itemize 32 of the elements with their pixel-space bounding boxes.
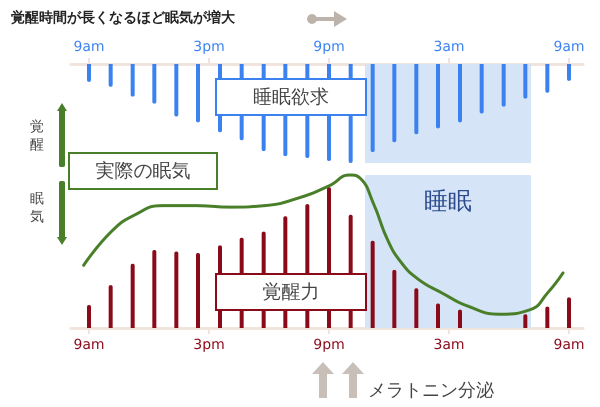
bar [414,288,418,328]
text: 覚醒 [30,118,45,154]
bar [196,253,200,328]
bar [567,297,571,328]
text: 眠気 [30,190,45,226]
series-label: 覚醒力 [262,280,320,304]
series-label: 実際の眠気 [94,159,192,183]
x-tick-label: 3am [433,39,465,55]
bar [392,270,396,328]
x-tick-label: 9am [73,39,105,55]
x-tick-label: 9am [553,337,585,353]
bar [152,250,156,328]
x-tick-label: 3pm [193,337,225,353]
x-tick-label: 3am [433,337,465,353]
bar [523,314,528,328]
chart-title: 覚醒時間が長くなるほど眠気が増大 [11,9,236,26]
x-tick-label: 3pm [193,39,225,55]
bar [370,240,375,328]
bar [436,304,440,328]
bar [87,305,91,328]
x-tick-label: 9pm [313,337,345,353]
bar [108,285,113,328]
bar [458,310,462,328]
band-label: 睡眠 [424,187,472,215]
x-tick-label: 9am [73,337,105,353]
x-tick-label: 9am [553,39,585,55]
bar [545,306,550,328]
series-label: 睡眠欲求 [252,85,330,109]
text: メラトニン分泌 [368,379,494,402]
bar [130,264,135,328]
x-tick-label: 9pm [313,39,345,55]
bar [174,252,178,328]
